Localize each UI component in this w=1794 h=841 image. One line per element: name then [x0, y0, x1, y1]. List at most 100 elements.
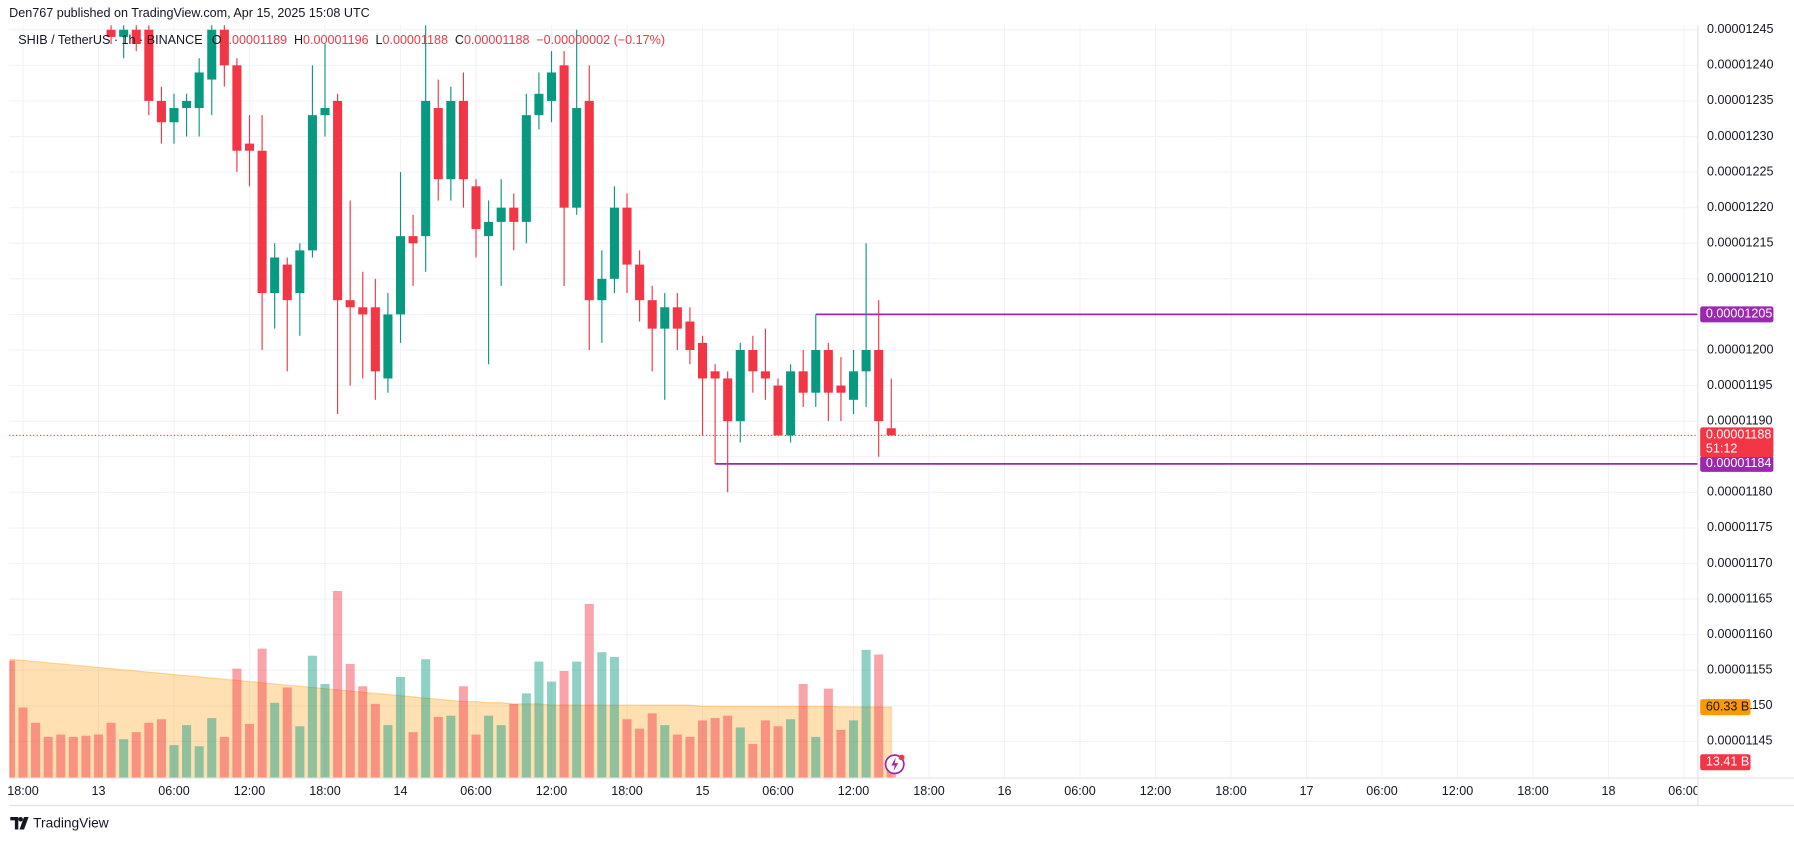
candle-body [861, 349, 871, 372]
y-tick-label: 0.00001180 [1707, 485, 1773, 499]
candle-body [823, 349, 833, 393]
volume-bar [836, 729, 846, 779]
volume-bar [559, 670, 569, 779]
y-tick-label: 0.00001175 [1707, 520, 1773, 534]
candle-body [874, 349, 884, 422]
candle-body [182, 100, 192, 109]
legend-field: H [294, 34, 303, 48]
x-tick-label: 18:00 [913, 784, 944, 798]
volume-bar [509, 703, 519, 779]
y-tick-label: 0.00001145 [1707, 734, 1773, 748]
y-tick-label: 0.00001200 [1707, 342, 1773, 356]
candle-body [496, 207, 506, 222]
countdown: 51:12 [1706, 441, 1737, 455]
legend-field: O [212, 34, 222, 48]
y-tick-label: 0.00001155 [1707, 663, 1773, 677]
x-tick-label: 12:00 [234, 784, 265, 798]
legend-value: 0.00001189 [222, 34, 288, 48]
candle-body [156, 100, 166, 123]
y-tick-label: 0.00001165 [1707, 591, 1773, 605]
volume-bar [169, 745, 179, 779]
y-tick-label: 0.00001170 [1707, 556, 1773, 570]
candle-body [270, 257, 280, 294]
candle-body [521, 115, 531, 222]
y-tick-label: 0.00001195 [1707, 378, 1773, 392]
volume-bar [786, 719, 796, 779]
candle-body [433, 108, 443, 180]
volume-bar [433, 716, 443, 779]
volume-bar [93, 734, 104, 779]
candle-body [446, 100, 456, 180]
hline-price-label-box [1700, 306, 1774, 323]
y-tick-label: 0.00001190 [1707, 413, 1773, 427]
y-tick-label: 0.00001210 [1707, 271, 1773, 285]
volume-bar [773, 726, 783, 779]
candle-body [131, 29, 141, 44]
candle-body [144, 29, 154, 101]
candle-body [207, 29, 217, 80]
candle-body [546, 72, 557, 101]
x-tick-label: 18:00 [1517, 784, 1548, 798]
candle-body [622, 207, 632, 265]
candle-body [295, 250, 305, 294]
x-tick-label: 18:00 [309, 784, 340, 798]
candle-body [660, 307, 670, 329]
hline-price-label: 0.00001184 [1706, 456, 1772, 470]
candle-body [786, 371, 796, 436]
candle-body [345, 300, 355, 308]
volume-bar [9, 660, 15, 779]
volume-bar [81, 735, 91, 779]
candle-body [106, 29, 116, 37]
x-tick-label: 06:00 [1668, 784, 1699, 798]
volume-bar [244, 723, 255, 779]
candle-body [257, 150, 267, 294]
candle-body [395, 236, 406, 315]
volume-bar [56, 734, 66, 779]
candle-body [635, 264, 645, 301]
x-tick-label: 18 [1602, 784, 1616, 798]
volume-bar [458, 686, 468, 779]
y-tick-label: 0.00001235 [1707, 93, 1773, 107]
volume-bar [798, 683, 808, 779]
candle-body [421, 100, 431, 237]
last-price-label-box [1700, 427, 1774, 458]
volume-ma-label-box [1700, 699, 1751, 716]
candle-body [244, 143, 255, 151]
volume-bar [31, 722, 41, 779]
volume-ma-label: 60.33 B [1706, 699, 1749, 713]
volume-bar [874, 654, 884, 779]
candle-body [534, 93, 544, 116]
y-tick-label: 0.00001245 [1707, 22, 1773, 36]
candle-body [886, 428, 896, 436]
hline-price-label: 0.00001205 [1706, 307, 1772, 321]
volume-bar [119, 739, 129, 779]
candle-body [798, 371, 808, 393]
volume-ma-area [9, 658, 892, 779]
candle-body [710, 371, 720, 379]
volume-bar [156, 719, 166, 779]
volume-bar [144, 722, 154, 779]
candle-body [597, 278, 607, 301]
volume-bar [194, 746, 204, 779]
volume-bar [383, 725, 393, 779]
y-tick-label: 0.00001215 [1707, 236, 1773, 250]
candle-body [723, 378, 733, 422]
y-tick-label: 0.00001230 [1707, 129, 1773, 143]
candle-body [383, 314, 393, 379]
volume-label-box [1700, 754, 1751, 771]
x-tick-label: 18:00 [611, 784, 642, 798]
volume-bar [635, 728, 645, 779]
volume-bar [358, 686, 368, 779]
x-tick-label: 18:00 [7, 784, 38, 798]
x-tick-label: 06:00 [762, 784, 793, 798]
candle-body [748, 349, 758, 372]
volume-bar [295, 726, 305, 779]
legend-value: 0.00001188 [382, 34, 448, 48]
logo [10, 816, 29, 830]
candle-body [811, 349, 821, 393]
volume-bar [43, 736, 53, 779]
volume-bar [572, 661, 582, 779]
x-tick-label: 16 [998, 784, 1012, 798]
x-tick-label: 18:00 [1215, 784, 1246, 798]
